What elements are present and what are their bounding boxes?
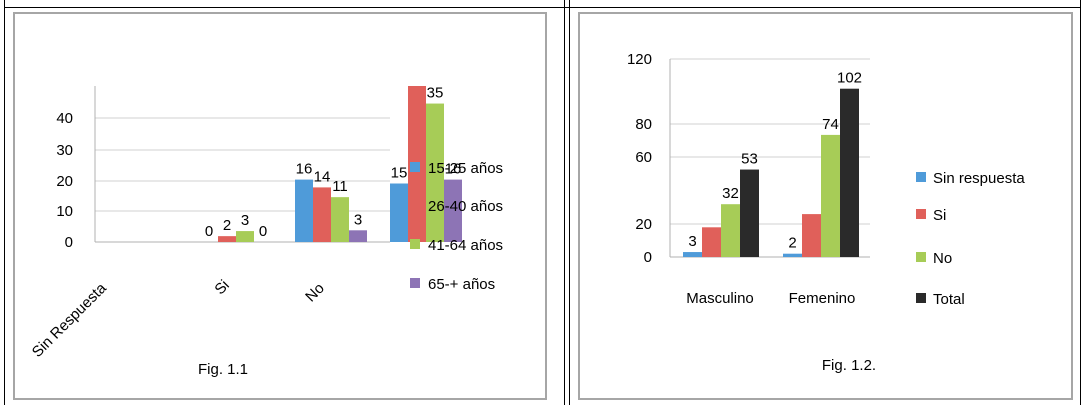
y-tick-label: 120: [627, 51, 652, 68]
y-tick-label: 60: [635, 149, 652, 166]
data-label: 0: [205, 223, 213, 240]
legend-label: 41-64 años: [428, 237, 503, 254]
legend-swatch: [410, 162, 420, 172]
data-label: 0: [259, 223, 267, 240]
bar: [821, 134, 840, 257]
data-label: 32: [722, 185, 739, 202]
y-tick-label: 20: [56, 173, 73, 190]
data-label: 3: [241, 212, 249, 229]
category-label: Si: [211, 277, 232, 298]
bar: [218, 236, 236, 242]
legend-label: 15-25 años: [428, 160, 503, 177]
table-border-left: [4, 0, 5, 405]
data-label: 14: [314, 168, 331, 185]
data-label: 3: [354, 211, 362, 228]
bar: [444, 179, 462, 242]
category-label: Sin Respuesta: [29, 279, 110, 360]
bar: [295, 179, 313, 242]
table-divider-1: [564, 0, 565, 405]
bar: [349, 230, 367, 242]
legend-label: Si: [933, 207, 946, 224]
bar: [702, 227, 721, 257]
legend-swatch: [916, 209, 926, 219]
bar: [331, 197, 349, 242]
category-label: No: [302, 280, 328, 306]
bar: [236, 231, 254, 242]
bar: [840, 88, 859, 257]
bar: [390, 183, 408, 242]
data-label: 102: [837, 70, 862, 87]
data-label: 16: [445, 161, 462, 178]
data-label: 2: [223, 217, 231, 234]
category-label: Masculino: [686, 290, 754, 307]
chart-frame-age: 0 10 20 30 40 0 16 15 2 14 3 11 35 0 3 16 Sin Respuesta S…: [13, 12, 547, 400]
category-label: Femenino: [789, 290, 856, 307]
legend-label: 65-+ años: [428, 276, 495, 293]
y-tick-label: 40: [56, 110, 73, 127]
legend-swatch: [410, 200, 420, 210]
legend-swatch: [916, 252, 926, 262]
data-label: 11: [332, 178, 348, 195]
bar: [426, 103, 444, 242]
legend-swatch: [916, 293, 926, 303]
legend-swatch: [916, 172, 926, 182]
legend-label: No: [933, 250, 952, 267]
data-label: 15: [391, 165, 408, 182]
bar: [802, 214, 821, 257]
y-tick-label: 30: [56, 142, 73, 159]
data-label: 16: [296, 161, 313, 178]
legend-swatch: [410, 278, 420, 288]
figure-caption: Fig. 1.2.: [822, 357, 876, 374]
bar: [683, 252, 702, 257]
bar: [313, 187, 331, 242]
data-label: 35: [427, 85, 444, 102]
figure-caption: Fig. 1.1: [198, 361, 248, 378]
table-border-top: [4, 7, 1081, 8]
bar: [740, 169, 759, 257]
bar: [783, 253, 802, 257]
legend-label: Sin respuesta: [933, 170, 1025, 187]
legend-label: Total: [933, 291, 965, 308]
chart-frame-gender: 0 20 60 80 120 3 2 32 74 53 102 Masculino Femenino Si…: [578, 12, 1073, 400]
legend-label: 26-40 años: [428, 198, 503, 215]
data-label: 3: [688, 233, 696, 250]
data-label: 74: [822, 116, 839, 133]
data-label: 53: [741, 151, 758, 168]
y-tick-label: 10: [56, 203, 73, 220]
data-label: 2: [788, 235, 796, 252]
table-divider-2: [569, 0, 570, 405]
y-tick-label: 20: [635, 216, 652, 233]
y-tick-label: 80: [635, 116, 652, 133]
legend-swatch: [410, 239, 420, 249]
y-tick-label: 0: [644, 249, 652, 266]
bar: [721, 204, 740, 257]
y-tick-label: 0: [65, 234, 73, 251]
table-border-right: [1080, 0, 1081, 405]
